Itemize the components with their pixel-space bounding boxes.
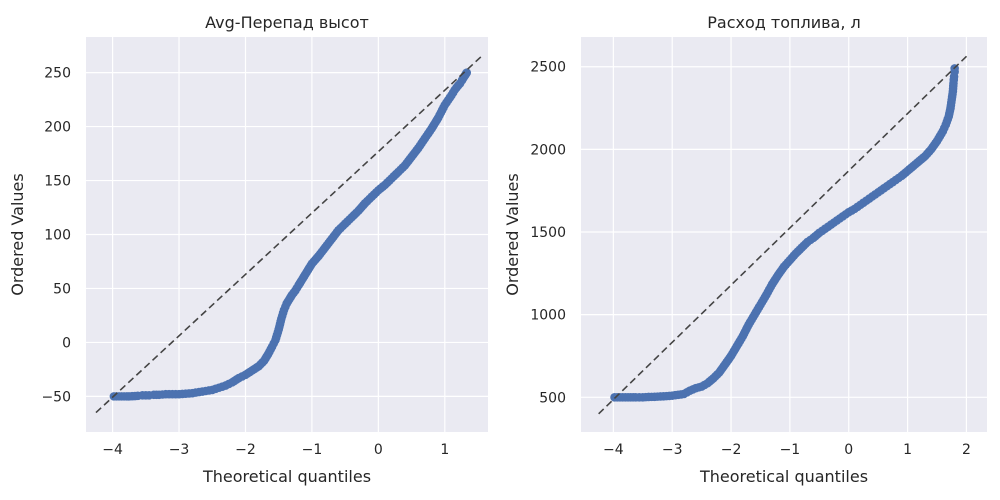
x-axis-label-right: Theoretical quantiles xyxy=(699,467,868,486)
y-tick-label: 200 xyxy=(44,120,71,136)
x-tick-label: −4 xyxy=(603,442,624,458)
qq-plot-right: −4 −3 −2 −1 0 1 2 500 1000 1500 2000 2500 Расход т… xyxy=(503,13,987,486)
chart-title-right: Расход топлива, л xyxy=(707,13,860,32)
y-tick-label: 0 xyxy=(62,335,71,351)
x-tick-label: 2 xyxy=(962,442,971,458)
y-axis-label-left: Ordered Values xyxy=(8,173,27,295)
y-tick-label: 150 xyxy=(44,174,71,190)
y-tick-label: 100 xyxy=(44,228,71,244)
y-ticks-right: 500 1000 1500 2000 2500 xyxy=(530,60,566,407)
points-right xyxy=(610,64,959,402)
x-tick-label: −2 xyxy=(235,442,256,458)
chart-title-left: Avg-Перепад высот xyxy=(205,13,369,32)
y-tick-label: 1500 xyxy=(530,225,566,241)
grid-right xyxy=(581,37,987,432)
data-point xyxy=(462,68,472,77)
x-tick-label: −1 xyxy=(302,442,323,458)
x-tick-label: 0 xyxy=(374,442,383,458)
y-tick-label: −50 xyxy=(41,389,71,405)
x-ticks-left: −4 −3 −2 −1 0 1 xyxy=(102,442,449,458)
x-tick-label: 0 xyxy=(844,442,853,458)
x-axis-label-left: Theoretical quantiles xyxy=(202,467,371,486)
x-tick-label: −3 xyxy=(662,442,683,458)
y-axis-label-right: Ordered Values xyxy=(503,173,522,295)
qq-plot-left: −4 −3 −2 −1 0 1 −50 0 50 100 150 200 250 Avg-Перепа… xyxy=(8,13,488,486)
y-tick-label: 2500 xyxy=(530,60,566,76)
y-tick-label: 250 xyxy=(44,66,71,82)
x-ticks-right: −4 −3 −2 −1 0 1 2 xyxy=(603,442,971,458)
x-tick-label: 1 xyxy=(903,442,912,458)
x-tick-label: −4 xyxy=(102,442,123,458)
y-tick-label: 2000 xyxy=(530,142,566,158)
y-tick-label: 500 xyxy=(539,390,566,406)
x-tick-label: −3 xyxy=(169,442,190,458)
reference-line xyxy=(598,52,970,415)
y-tick-label: 50 xyxy=(53,281,71,297)
reference-line-right xyxy=(598,52,970,415)
x-tick-label: −1 xyxy=(780,442,801,458)
y-tick-label: 1000 xyxy=(530,308,566,324)
y-ticks-left: −50 0 50 100 150 200 250 xyxy=(41,66,71,406)
x-tick-label: 1 xyxy=(440,442,449,458)
x-tick-label: −2 xyxy=(721,442,742,458)
